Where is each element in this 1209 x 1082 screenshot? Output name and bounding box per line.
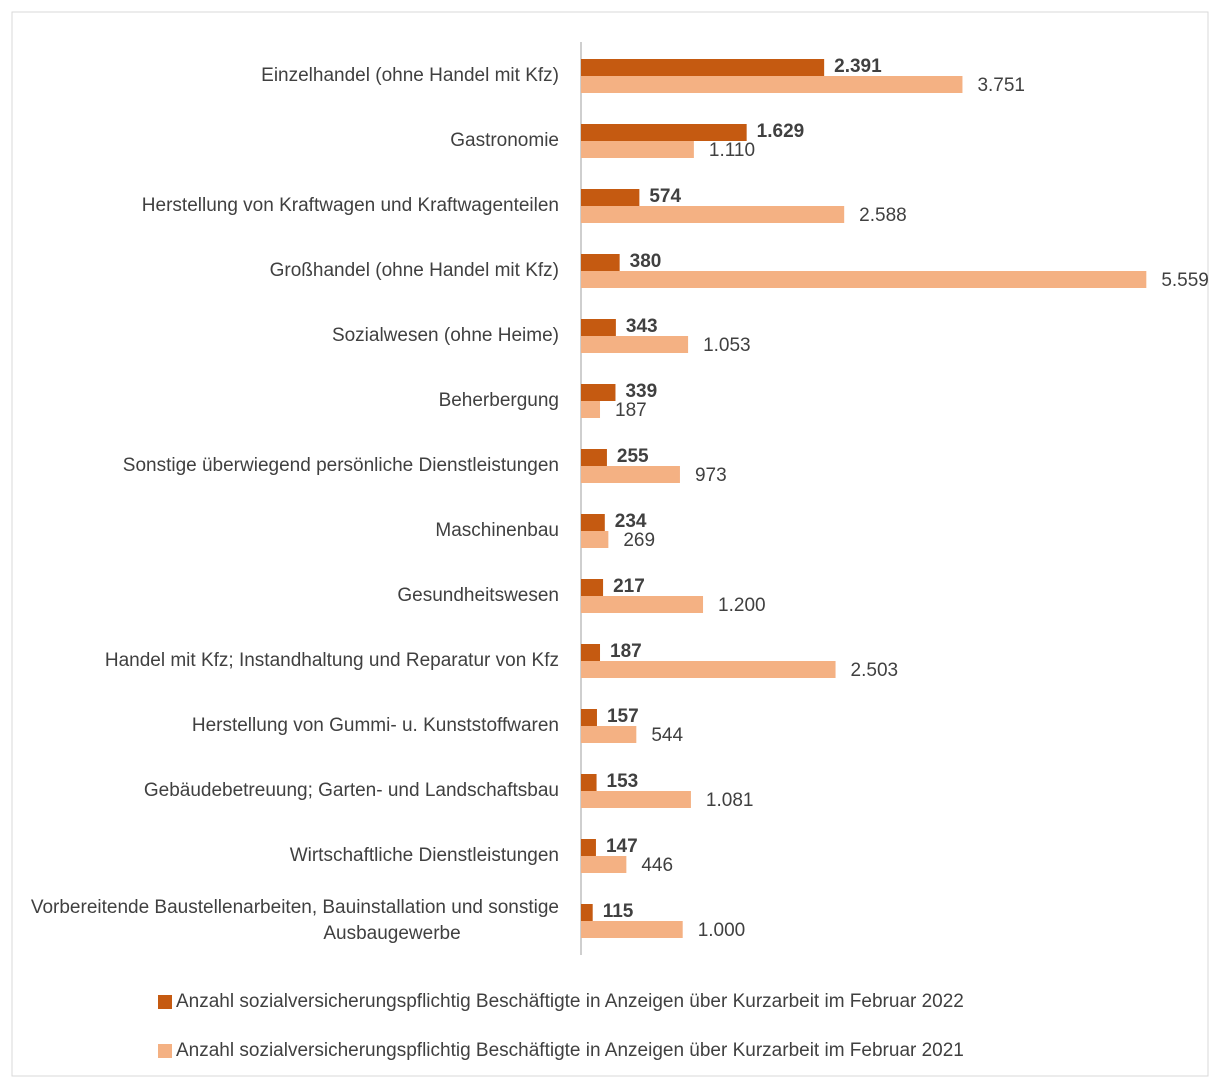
bar [581, 644, 601, 661]
bar [581, 254, 620, 271]
value-label: 973 [695, 465, 727, 486]
category-label: Einzelhandel (ohne Handel mit Kfz) [261, 65, 559, 86]
bar [581, 206, 845, 223]
value-label: 1.053 [703, 335, 751, 356]
bar [581, 466, 680, 483]
value-label: 343 [626, 316, 658, 337]
value-label: 1.000 [698, 920, 746, 941]
bar [581, 596, 704, 613]
bar [581, 856, 627, 873]
value-label: 147 [606, 836, 638, 857]
value-label: 380 [630, 251, 662, 272]
value-label: 187 [610, 641, 642, 662]
bar [581, 514, 605, 531]
category-label: Gastronomie [450, 130, 559, 151]
category-label: Vorbereitende Baustellenarbeiten, Bauins… [31, 897, 559, 944]
category-label: Handel mit Kfz; Instandhaltung und Repar… [105, 650, 559, 671]
category-label: Gebäudebetreuung; Garten- und Landschaft… [144, 780, 559, 801]
category-label: Herstellung von Kraftwagen und Kraftwage… [142, 195, 559, 216]
value-label: 234 [615, 511, 647, 532]
value-label: 339 [625, 381, 657, 402]
bar [581, 449, 607, 466]
bar [581, 774, 597, 791]
category-label: Herstellung von Gummi- u. Kunststoffware… [192, 715, 559, 736]
bar [581, 384, 616, 401]
value-label: 115 [603, 901, 634, 922]
value-label: 187 [615, 400, 647, 421]
category-label: Gesundheitswesen [397, 585, 559, 606]
value-label: 269 [623, 530, 655, 551]
category-label: Sozialwesen (ohne Heime) [332, 325, 559, 346]
value-label: 2.391 [834, 56, 882, 77]
value-label: 217 [613, 576, 645, 597]
legend-swatch [158, 1044, 172, 1058]
bar [581, 791, 691, 808]
value-label: 446 [641, 855, 673, 876]
bar [581, 904, 593, 921]
bar [581, 661, 836, 678]
bar [581, 726, 637, 743]
category-label: Wirtschaftliche Dienstleistungen [290, 845, 559, 866]
value-label: 2.588 [859, 205, 907, 226]
category-label: Großhandel (ohne Handel mit Kfz) [270, 260, 559, 281]
bar [581, 401, 601, 418]
value-label: 3.751 [977, 75, 1025, 96]
category-label-line: Ausbaugewerbe [323, 923, 460, 944]
value-label: 1.629 [757, 121, 805, 142]
category-label: Beherbergung [439, 390, 559, 411]
bar [581, 921, 683, 938]
value-label: 2.503 [851, 660, 899, 681]
category-label: Sonstige überwiegend persönliche Dienstl… [123, 455, 559, 476]
value-label: 574 [649, 186, 681, 207]
bar [581, 319, 616, 336]
bar [581, 271, 1147, 288]
bar [581, 336, 689, 353]
bar [581, 76, 963, 93]
value-label: 1.200 [718, 595, 766, 616]
legend-swatch [158, 995, 172, 1009]
bar [581, 839, 596, 856]
category-label-line: Vorbereitende Baustellenarbeiten, Bauins… [31, 897, 559, 918]
bar [581, 579, 604, 596]
bar [581, 531, 609, 548]
value-label: 5.559 [1161, 270, 1209, 291]
bar [581, 709, 597, 726]
value-label: 153 [607, 771, 639, 792]
value-label: 255 [617, 446, 649, 467]
value-label: 1.081 [706, 790, 754, 811]
category-label: Maschinenbau [435, 520, 559, 541]
bar [581, 124, 747, 141]
bar [581, 141, 694, 158]
legend-label: Anzahl sozialversicherungspflichtig Besc… [176, 1040, 964, 1061]
value-label: 544 [651, 725, 683, 746]
value-label: 157 [607, 706, 639, 727]
value-label: 1.110 [709, 140, 755, 161]
bar [581, 59, 825, 76]
bar [581, 189, 640, 206]
legend-label: Anzahl sozialversicherungspflichtig Besc… [176, 991, 964, 1012]
